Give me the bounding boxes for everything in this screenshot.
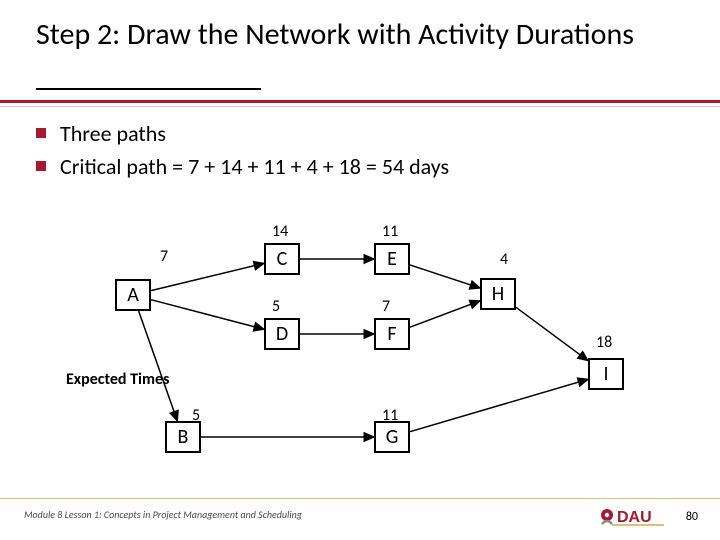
dau-logo: DAU: [600, 502, 666, 528]
page-number: 80: [686, 510, 698, 524]
bullet-text: Critical path = 7 + 14 + 11 + 4 + 18 = 5…: [60, 153, 449, 180]
duration-label: 11: [382, 222, 398, 241]
expected-times-label: Expected Times: [66, 370, 169, 389]
bullet-item: Three paths: [36, 120, 449, 147]
bullet-list: Three paths Critical path = 7 + 14 + 11 …: [36, 120, 449, 186]
edge: [410, 379, 588, 431]
svg-text:DAU: DAU: [617, 509, 652, 526]
edge: [151, 300, 264, 330]
slide: Step 2: Draw the Network with Activity D…: [0, 0, 720, 540]
edge: [139, 311, 178, 421]
edge: [151, 263, 264, 290]
node-i: I: [588, 358, 624, 390]
bullet-marker: [36, 128, 46, 138]
edge: [410, 265, 480, 288]
bullet-item: Critical path = 7 + 14 + 11 + 4 + 18 = 5…: [36, 153, 449, 180]
node-c: C: [264, 243, 300, 275]
node-f: F: [374, 318, 410, 350]
edges-layer: [0, 200, 720, 460]
footer-text: Module 8 Lesson 1: Concepts in Project M…: [24, 508, 302, 521]
node-d: D: [264, 318, 300, 350]
node-g: G: [374, 421, 410, 453]
network-diagram: A B C D E F G H I 7 14 11 5 7 5 11 4 18 …: [0, 200, 720, 460]
node-a: A: [115, 279, 151, 311]
title-rule-red: [0, 100, 720, 103]
duration-label: 18: [596, 333, 612, 352]
duration-label: 11: [382, 406, 398, 425]
footer-rule: [0, 498, 720, 499]
title-rule-grey: [0, 106, 720, 107]
slide-title: Step 2: Draw the Network with Activity D…: [36, 18, 634, 51]
duration-label: 5: [192, 406, 200, 425]
node-b: B: [165, 421, 201, 453]
bullet-text: Three paths: [60, 120, 166, 147]
node-e: E: [374, 243, 410, 275]
edge: [410, 301, 480, 327]
bullet-marker: [36, 161, 46, 171]
duration-label: 14: [272, 222, 288, 241]
node-h: H: [480, 278, 516, 310]
duration-label: 5: [272, 297, 280, 316]
edge: [516, 307, 588, 360]
duration-label: 7: [382, 297, 390, 316]
duration-label: 7: [160, 247, 168, 266]
duration-label: 4: [500, 250, 508, 269]
title-underline: [36, 88, 261, 90]
